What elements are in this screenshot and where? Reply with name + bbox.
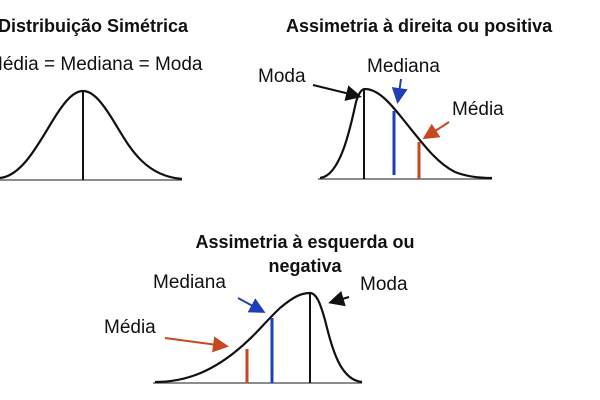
left-skew-mean-arrow xyxy=(164,336,229,353)
left-skew-median-label: Mediana xyxy=(153,272,226,293)
left-skew-mean-label: Média xyxy=(104,317,156,338)
right-skew-mode-label: Moda xyxy=(258,66,306,87)
right-skew-median-label: Mediana xyxy=(367,56,440,77)
right-skew-mean-arrow xyxy=(422,121,450,140)
left-skew-curve xyxy=(154,291,363,384)
left-skew-median-arrow xyxy=(237,297,266,313)
right-skew-title: Assimetria à direita ou positiva xyxy=(286,16,553,36)
right-skew-mode-arrow xyxy=(312,84,362,101)
symmetric-curve xyxy=(0,89,183,181)
symmetric-panel: Distribuição Simétrica Média = Mediana =… xyxy=(0,16,203,181)
right-skew-mean-label: Média xyxy=(452,99,504,120)
left-skew-title-line2: negativa xyxy=(268,256,342,276)
symmetric-subtitle: Média = Mediana = Moda xyxy=(0,54,203,75)
left-skew-title-line1: Assimetria à esquerda ou xyxy=(195,232,414,252)
right-skew-median-arrow xyxy=(391,78,408,104)
left-skew-mode-label: Moda xyxy=(360,274,408,295)
symmetric-title: Distribuição Simétrica xyxy=(0,16,189,36)
left-skew-mode-arrow xyxy=(328,290,350,307)
right-skew-curve xyxy=(319,87,493,180)
right-skew-panel: Assimetria à direita ou positiva Moda Me… xyxy=(258,16,553,180)
left-skew-panel: Assimetria à esquerda ou negativa Median… xyxy=(104,232,415,384)
